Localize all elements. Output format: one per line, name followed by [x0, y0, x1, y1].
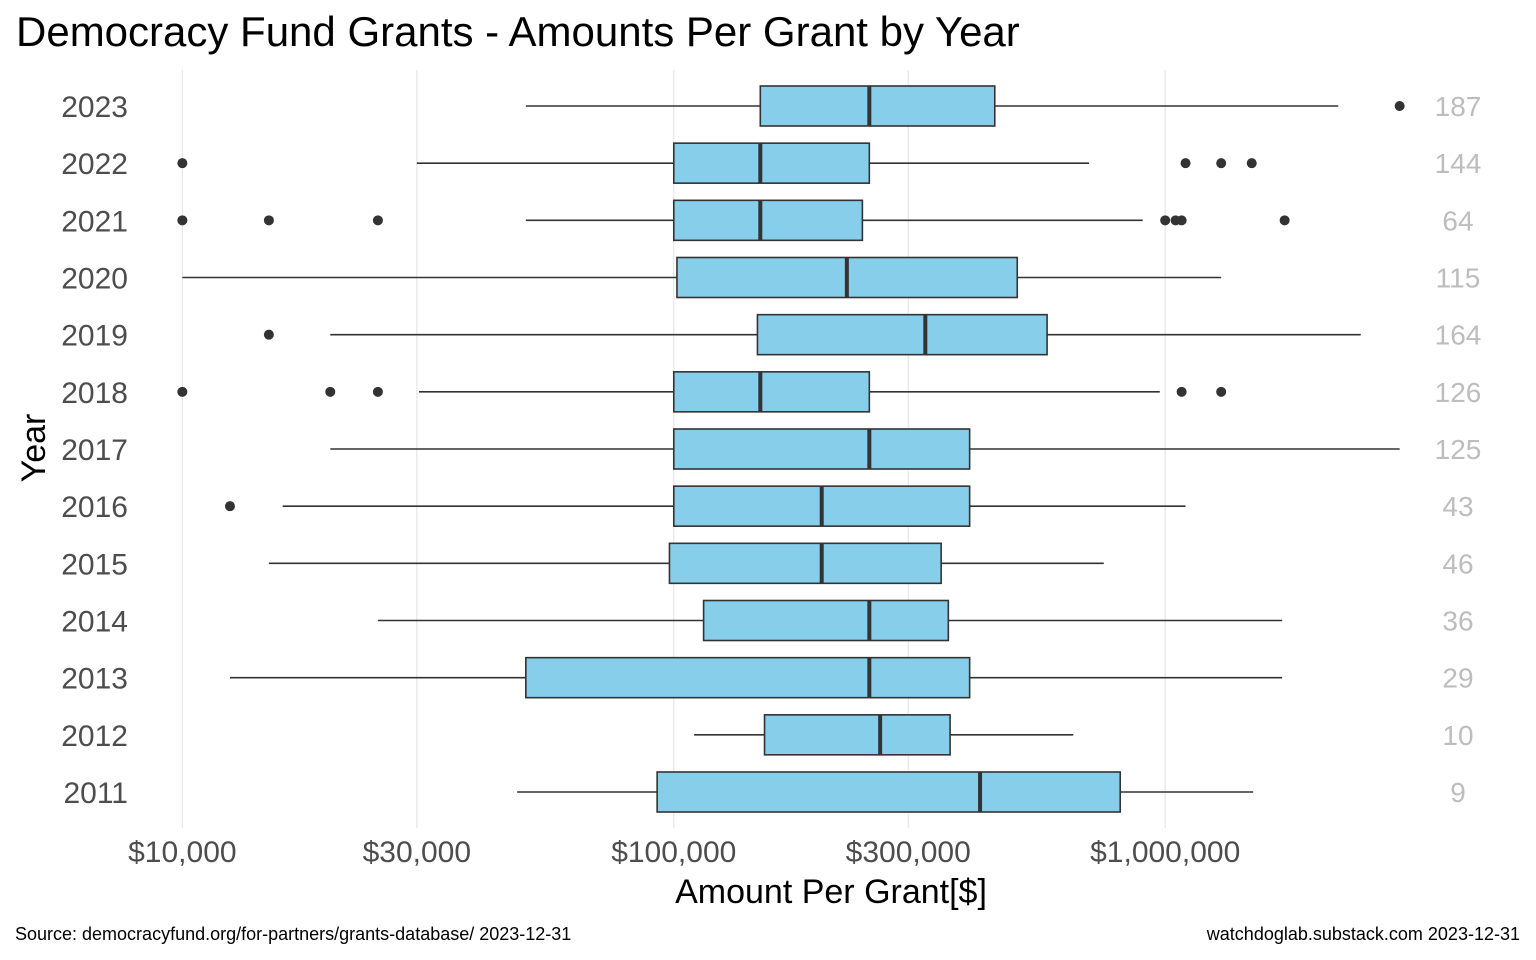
box-2011 [517, 771, 1254, 813]
outlier-2016-0 [224, 501, 235, 512]
iqr-box-2023 [759, 85, 996, 127]
box-2019 [263, 313, 1361, 356]
outlier-2021-3 [1160, 215, 1171, 226]
outlier-2018-4 [1216, 386, 1227, 397]
x-tick-label-1: $30,000 [363, 836, 471, 869]
count-label-2020: 115 [1436, 263, 1481, 294]
x-tick-label-3: $300,000 [846, 836, 971, 869]
y-tick-label-2023: 2023 [61, 91, 128, 124]
outlier-2022-1 [1180, 158, 1191, 169]
count-label-2018: 126 [1435, 377, 1482, 408]
x-axis-ticks: $10,000 $30,000 $100,000 $300,000 $1,000,000 [128, 836, 1240, 869]
outlier-2022-0 [177, 158, 188, 169]
count-label-2017: 125 [1435, 434, 1482, 465]
outlier-2018-0 [177, 386, 188, 397]
x-tick-label-0: $10,000 [128, 836, 236, 869]
y-axis-title: Year [15, 414, 53, 483]
y-tick-label-2013: 2013 [61, 663, 128, 696]
outlier-2018-1 [325, 386, 336, 397]
outlier-2023-0 [1394, 101, 1405, 111]
count-label-2014: 36 [1442, 606, 1473, 637]
y-tick-label-2022: 2022 [61, 148, 128, 181]
credit-note: watchdoglab.substack.com 2023-12-31 [1206, 924, 1520, 944]
y-tick-label-2011: 2011 [63, 777, 128, 810]
box-2013 [229, 656, 1283, 699]
box-2023 [525, 85, 1405, 127]
box-2015 [268, 542, 1104, 585]
box-2021 [177, 199, 1290, 242]
count-label-2011: 9 [1450, 777, 1466, 808]
count-label-2012: 10 [1442, 720, 1473, 751]
iqr-box-2012 [763, 714, 951, 756]
y-axis-ticks: 2023 2022 2021 2020 2019 2018 2017 2016 2015 2014… [61, 91, 128, 810]
y-tick-label-2020: 2020 [61, 263, 128, 296]
y-tick-label-2021: 2021 [61, 205, 128, 238]
box-2020 [182, 256, 1222, 299]
box-2012 [694, 714, 1074, 756]
outlier-2018-2 [372, 386, 383, 397]
chart-title: Democracy Fund Grants - Amounts Per Gran… [16, 8, 1020, 55]
iqr-box-2019 [756, 313, 1048, 356]
y-tick-label-2012: 2012 [61, 720, 128, 753]
count-label-2015: 46 [1442, 548, 1473, 579]
x-tick-label-2: $100,000 [611, 836, 736, 869]
source-note: Source: democracyfund.org/for-partners/g… [15, 924, 572, 944]
outlier-2021-2 [372, 215, 383, 226]
count-label-2021: 64 [1442, 205, 1473, 236]
outlier-2021-5 [1176, 215, 1187, 226]
iqr-box-2014 [702, 599, 950, 642]
outlier-2021-6 [1279, 215, 1290, 226]
outlier-2021-1 [263, 215, 274, 226]
box-2016 [224, 485, 1186, 527]
iqr-box-2011 [656, 771, 1122, 813]
iqr-box-2018 [672, 371, 871, 413]
iqr-box-2021 [672, 199, 864, 242]
outlier-2021-0 [177, 215, 188, 226]
y-tick-label-2017: 2017 [61, 434, 128, 467]
y-tick-label-2019: 2019 [61, 320, 128, 353]
y-tick-label-2014: 2014 [61, 606, 128, 639]
count-labels: 187 144 64 115 164 126 125 43 46 36 29 10 9 [1435, 91, 1482, 808]
y-tick-label-2016: 2016 [61, 491, 128, 524]
count-label-2022: 144 [1435, 148, 1482, 179]
y-tick-label-2018: 2018 [61, 377, 128, 410]
box-2014 [377, 599, 1283, 642]
box-2017 [330, 428, 1400, 470]
iqr-box-2015 [668, 542, 942, 585]
outlier-2019-0 [263, 329, 274, 340]
y-tick-label-2015: 2015 [61, 548, 128, 581]
outlier-2022-2 [1216, 158, 1227, 169]
count-label-2023: 187 [1435, 91, 1482, 122]
box-2022 [177, 142, 1257, 184]
x-tick-label-4: $1,000,000 [1090, 836, 1240, 869]
count-label-2013: 29 [1442, 663, 1473, 694]
boxplot-series [177, 85, 1405, 813]
outlier-2022-3 [1246, 158, 1257, 169]
count-label-2016: 43 [1442, 491, 1473, 522]
iqr-box-2013 [525, 656, 971, 699]
box-2018 [177, 371, 1227, 413]
x-axis-title: Amount Per Grant[$] [675, 873, 987, 911]
iqr-box-2022 [672, 142, 871, 184]
outlier-2018-3 [1176, 386, 1187, 397]
count-label-2019: 164 [1435, 320, 1482, 351]
iqr-box-2017 [672, 428, 971, 470]
